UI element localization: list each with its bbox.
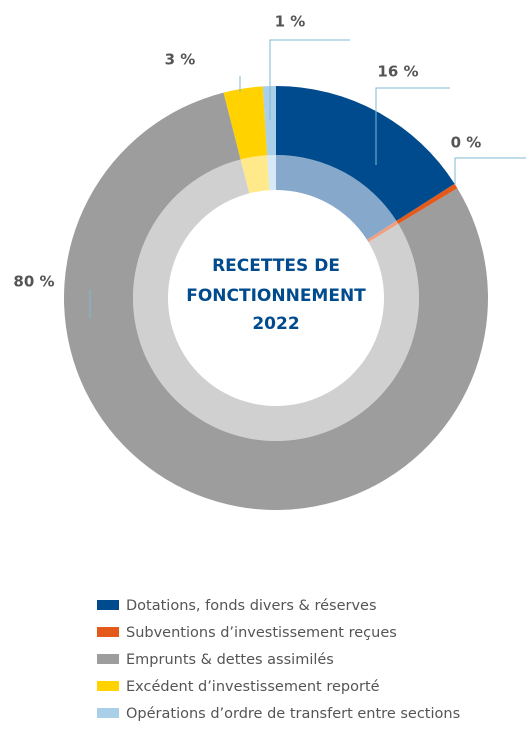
slice xyxy=(366,220,399,243)
slice xyxy=(267,155,276,191)
chart-title: RECETTES DE xyxy=(212,256,340,276)
legend-swatch xyxy=(97,654,119,664)
slice xyxy=(396,183,458,224)
leader-line xyxy=(454,157,526,185)
slice xyxy=(223,86,268,160)
legend-swatch xyxy=(97,627,119,637)
slice xyxy=(276,86,455,221)
chart-title: FONCTIONNEMENT xyxy=(186,286,366,306)
legend-label: Emprunts & dettes assimilés xyxy=(126,652,334,668)
leader-line xyxy=(269,39,350,120)
data-label: 16 % xyxy=(377,63,418,81)
legend-label: Dotations, fonds divers & réserves xyxy=(126,598,377,614)
slice xyxy=(276,155,397,240)
leader-line xyxy=(375,87,450,165)
legend-swatch xyxy=(97,708,119,718)
data-label: 0 % xyxy=(451,134,482,152)
slice xyxy=(240,155,270,194)
data-label: 80 % xyxy=(13,273,54,291)
legend-label: Opérations d’ordre de transfert entre se… xyxy=(126,706,460,722)
legend-label: Excédent d’investissement reporté xyxy=(126,679,380,695)
slice xyxy=(63,92,488,511)
data-label: 1 % xyxy=(275,13,306,31)
slice xyxy=(262,86,276,156)
legend-label: Subventions d’investissement reçues xyxy=(126,625,397,641)
chart-title: 2022 xyxy=(252,314,299,334)
legend-swatch xyxy=(97,681,119,691)
data-label: 3 % xyxy=(165,51,196,69)
legend-swatch xyxy=(97,600,119,610)
